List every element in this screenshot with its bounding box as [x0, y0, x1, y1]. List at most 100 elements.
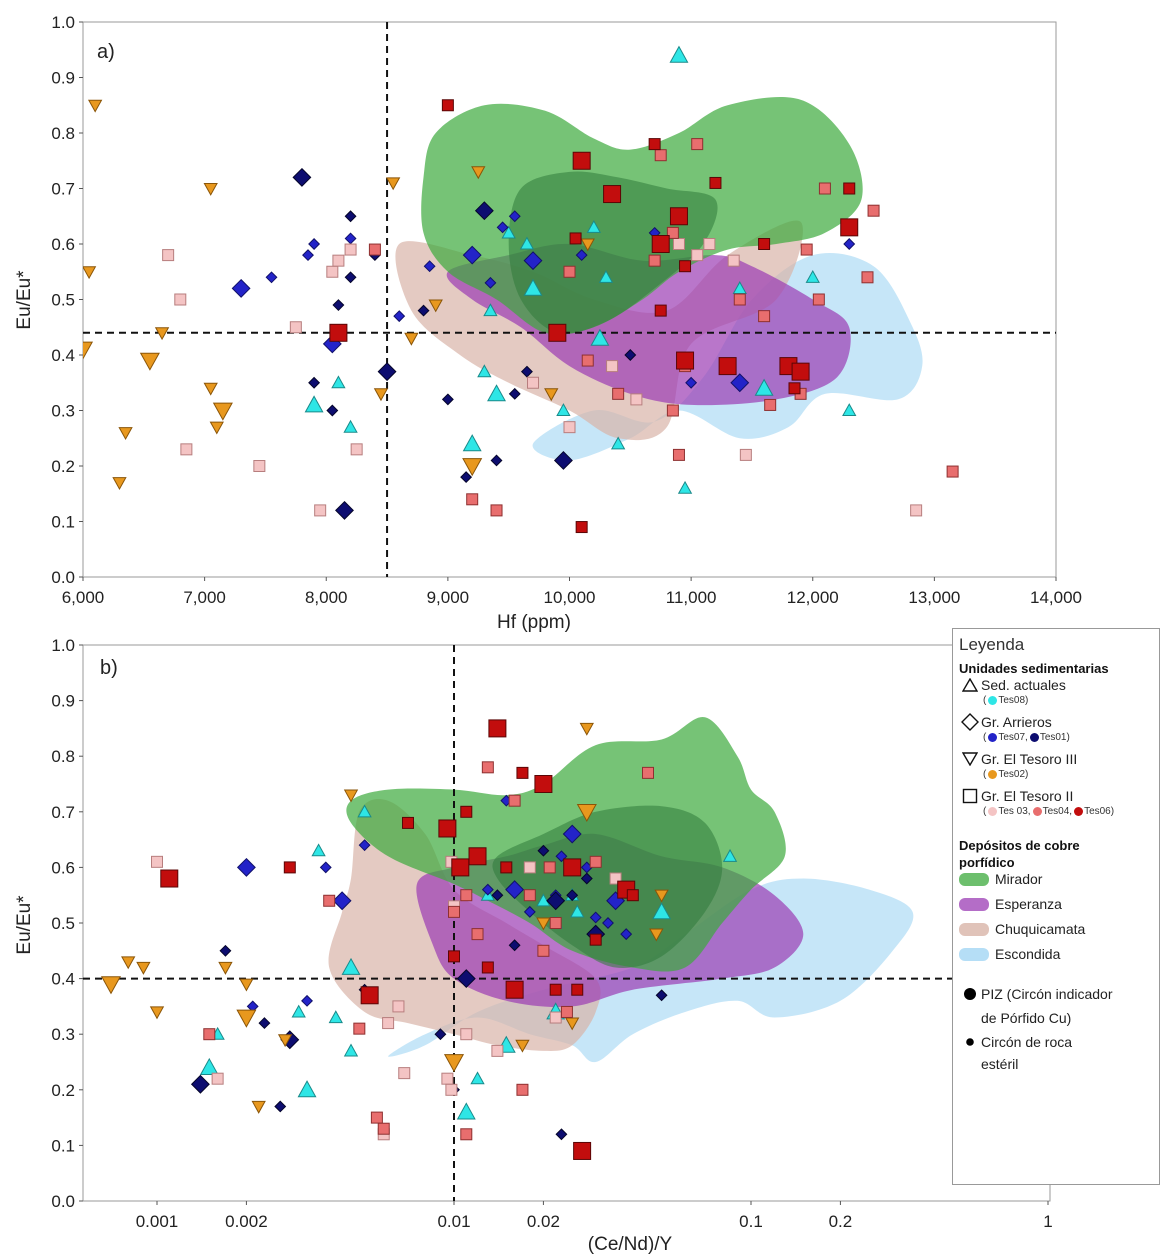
data-point-tes04-a-4 — [581, 354, 594, 367]
data-point-tes06-b-6 — [451, 858, 470, 877]
data-point-tes07-a-17 — [843, 238, 856, 250]
data-point-tes01-a-13 — [490, 454, 503, 467]
data-point-tes-03-a-1 — [174, 293, 187, 306]
data-point-sed-actuales-tes08--b-9 — [456, 1102, 476, 1120]
data-point-tes04-a-1 — [466, 493, 479, 506]
legend-sub-sed-text: Tes08 — [998, 695, 1026, 706]
tes08-dot-icon — [988, 695, 998, 705]
data-point-tes06-a-17 — [788, 382, 801, 395]
esperanza-swatch — [959, 897, 989, 911]
panel-label-b: b) — [100, 657, 118, 679]
x-tick-label-b-3: 0.02 — [527, 1212, 560, 1231]
data-point-tes06-b-3 — [401, 816, 414, 829]
data-point-tes01-a-0 — [292, 167, 312, 187]
legend-label-mirador: Mirador — [995, 871, 1043, 887]
data-point-tes02-a-9 — [209, 421, 224, 435]
panel-a: a) Eu/Eu* Hf (ppm) 0.0 0.1 0.2 0.3 0.4 0.5 0.6… — [14, 13, 1082, 633]
data-point-sed-actuales-tes08--b-3 — [297, 1080, 317, 1098]
data-point-sed-actuales-tes08--a-17 — [732, 281, 747, 294]
data-point-tes01-b-17 — [655, 989, 668, 1002]
data-point-tes06-a-3 — [569, 232, 582, 245]
escondida-swatch — [959, 947, 989, 961]
data-point-tes04-b-7 — [460, 1128, 473, 1141]
data-point-sed-actuales-tes08--b-10 — [470, 1071, 485, 1085]
data-point-sed-actuales-tes08--a-19 — [805, 269, 820, 283]
data-point-tes02-a-10 — [212, 402, 233, 421]
data-point-tes01-b-8 — [456, 969, 476, 989]
y-tick-label-b-6: 0.6 — [51, 858, 75, 877]
small-dot-icon — [959, 1033, 981, 1051]
data-point-tes06-b-12 — [505, 980, 524, 999]
data-point-sed-actuales-tes08--a-11 — [586, 219, 601, 233]
legend-item-mirador: Mirador — [959, 870, 1155, 888]
data-point-sed-actuales-tes08--b-0 — [199, 1057, 219, 1075]
legend-item-tesoro2: Gr. El Tesoro II — [959, 787, 1155, 805]
data-point-tes04-a-13 — [733, 293, 746, 306]
y-axis-label-a: Eu/Eu* — [14, 270, 35, 330]
x-tick-label-a-1: 7,000 — [183, 588, 226, 607]
data-point-tes07-a-2 — [302, 249, 314, 262]
data-point-tes02-b-8 — [277, 1034, 293, 1048]
legend-label-piz-2: de Pórfido Cu) — [981, 1010, 1072, 1026]
data-point-tes02-a-18 — [580, 238, 595, 252]
data-point-sed-actuales-tes08--a-4 — [477, 364, 492, 378]
data-point-tes-03-a-13 — [630, 393, 643, 406]
data-point-tes02-a-12 — [385, 177, 401, 191]
data-point-tes04-b-18 — [642, 766, 655, 779]
data-point-tes-03-b-14 — [609, 872, 622, 885]
data-point-tes04-a-19 — [818, 182, 831, 195]
data-point-tes04-a-2 — [490, 504, 503, 517]
data-point-tes02-b-4 — [218, 961, 233, 975]
y-tick-label-b-7: 0.7 — [51, 803, 75, 822]
plot-layers-a: 0.0 0.1 0.2 0.3 0.4 0.5 0.6 0.7 0.8 0.9 1.0 6,000 7,… — [51, 13, 1082, 607]
data-point-tes02-b-5 — [236, 1009, 257, 1028]
data-point-tes02-a-11 — [373, 388, 389, 402]
legend-item-chuquicamata: Chuquicamata — [959, 920, 1155, 938]
data-point-tes04-a-17 — [800, 243, 813, 256]
data-point-tes06-a-8 — [651, 235, 670, 253]
y-tick-label-a-2: 0.2 — [51, 457, 75, 476]
data-point-tes06-b-10 — [488, 719, 507, 738]
data-point-tes04-b-5 — [448, 905, 460, 918]
data-point-sed-actuales-tes08--a-5 — [483, 303, 498, 317]
data-point-tes04-a-18 — [812, 293, 825, 306]
y-tick-label-b-3: 0.3 — [51, 1025, 75, 1044]
y-tick-label-a-8: 0.8 — [51, 124, 75, 143]
data-point-tes-03-b-0 — [151, 855, 163, 868]
panel-b: b) Eu/Eu* (Ce/Nd)/Y 0.00.10.20.30.40.50.… — [14, 636, 1053, 1255]
data-point-tes02-b-15 — [576, 803, 597, 823]
data-point-tes02-a-2 — [87, 99, 103, 113]
data-point-tes-03-a-17 — [727, 254, 740, 267]
legend-sub-tesoro2-2: Tes04, — [1042, 806, 1073, 817]
data-point-tes-03-a-15 — [691, 249, 704, 262]
data-point-tes02-a-3 — [112, 477, 127, 491]
y-tick-label-b-5: 0.5 — [51, 914, 75, 933]
data-point-tes06-a-20 — [840, 218, 859, 237]
data-point-tes02-b-6 — [239, 978, 254, 992]
data-point-tes02-a-7 — [203, 182, 218, 196]
x-tick-label-a-6: 12,000 — [787, 588, 839, 607]
legend-sub-tesoro3-text: Tes02) — [998, 769, 1029, 780]
data-point-tes01-a-16 — [553, 450, 573, 470]
panel-label-a: a) — [97, 41, 115, 63]
data-point-tes06-b-14 — [534, 775, 553, 793]
legend-item-tesoro3: Gr. El Tesoro III — [959, 750, 1155, 768]
tes01-dot-icon — [1029, 732, 1039, 742]
data-point-tes01-a-3 — [332, 299, 345, 312]
data-point-sed-actuales-tes08--a-3 — [462, 434, 482, 452]
data-point-tes01-a-15 — [520, 365, 533, 378]
data-point-tes04-b-15 — [549, 917, 562, 929]
data-point-tes-03-a-5 — [314, 504, 327, 517]
legend-sub-arrieros: (Tes07, Tes01) — [983, 732, 1070, 743]
data-point-tes02-b-17 — [654, 889, 669, 903]
data-point-tes07-b-0 — [236, 857, 256, 877]
data-point-sed-actuales-tes08--b-13 — [536, 893, 551, 907]
data-point-sed-actuales-tes08--a-1 — [331, 375, 346, 389]
data-point-tes04-a-0 — [368, 243, 381, 256]
data-point-tes07-b-14 — [589, 911, 602, 924]
data-point-tes02-b-1 — [121, 956, 136, 970]
x-tick-label-a-2: 8,000 — [305, 588, 348, 607]
data-point-sed-actuales-tes08--b-19 — [722, 848, 738, 862]
data-point-sed-actuales-tes08--a-9 — [523, 278, 543, 296]
